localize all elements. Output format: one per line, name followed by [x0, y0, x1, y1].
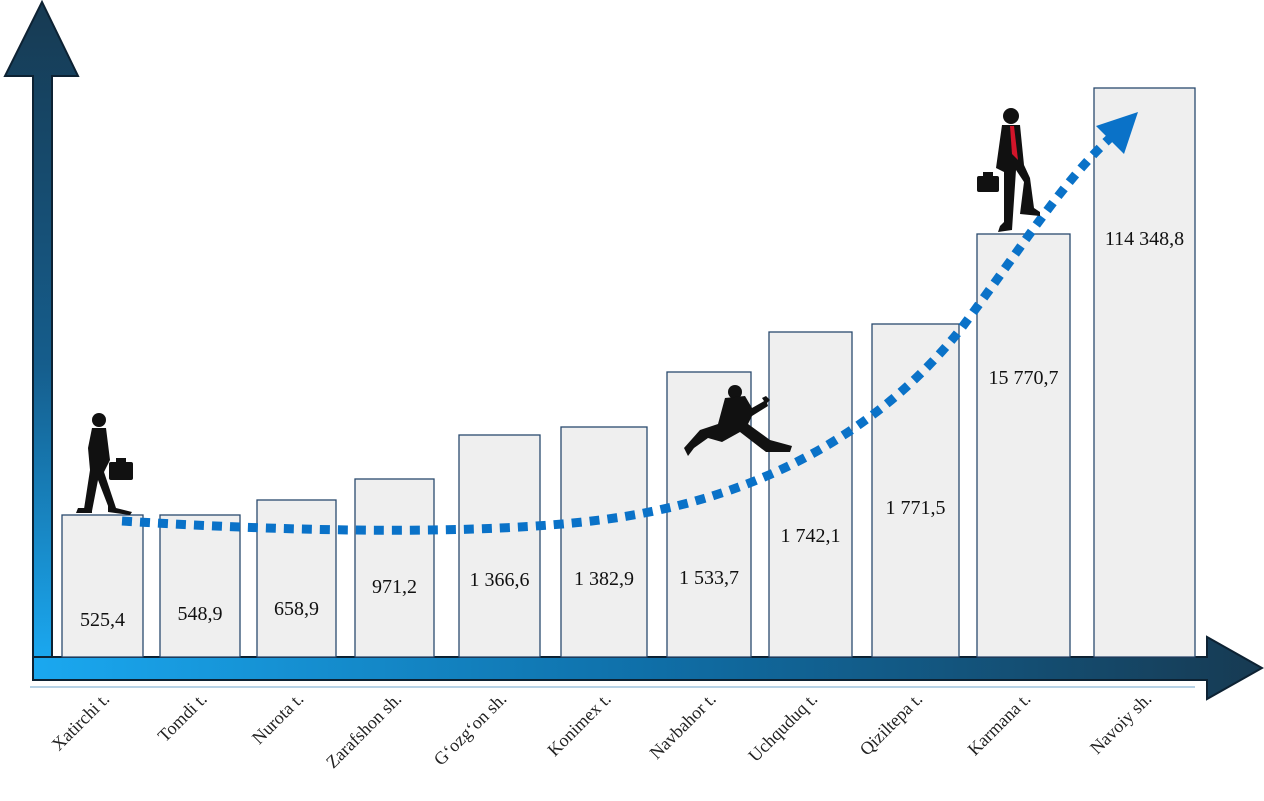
x-tick-label: Uchquduq t. [744, 689, 821, 766]
x-tick-label: Konimex t. [543, 689, 614, 760]
x-tick-label: Tomdi t. [154, 689, 211, 746]
data-label: 1 533,7 [679, 567, 739, 589]
data-label: 114 348,8 [1105, 228, 1184, 250]
data-label: 1 771,5 [886, 497, 946, 519]
trend-line [121, 134, 1114, 535]
walking-businessman-icon [76, 413, 133, 515]
bar-4 [354, 478, 435, 658]
data-label: 1 742,1 [781, 525, 841, 547]
x-tick-label: Navoiy sh. [1086, 689, 1155, 758]
data-label: 971,2 [372, 576, 417, 598]
bar-11 [1093, 87, 1196, 658]
bar-1 [61, 514, 144, 658]
x-tick-label: G‘ozg‘on sh. [430, 689, 511, 770]
bar-6 [560, 426, 648, 658]
x-tick-label: Qiziltepa t. [856, 689, 927, 760]
x-axis-arrow [32, 635, 1264, 701]
x-tick-label: Zarafshon sh. [322, 689, 405, 772]
value-labels: 525,4 548,9 658,9 971,2 1 366,6 1 382,9 1 533,… [80, 228, 1184, 631]
bar-2 [159, 514, 241, 658]
category-labels: Xatirchi t. Tomdi t. Nurota t. Zarafshon sh… [48, 689, 1156, 772]
x-tick-label: Navbahor t. [646, 689, 720, 763]
x-tick-label: Nurota t. [248, 689, 307, 748]
bar-10 [976, 233, 1071, 658]
data-label: 525,4 [80, 609, 125, 631]
bar-7 [666, 371, 752, 658]
bar-3 [256, 499, 337, 658]
bar-5 [458, 434, 541, 658]
climbing-businessman-icon [977, 108, 1040, 232]
x-tick-label: Karmana t. [964, 689, 1035, 760]
bar-8 [768, 331, 853, 658]
data-label: 1 382,9 [574, 568, 634, 590]
trend-arrow [121, 112, 1138, 535]
trend-arrowhead [1096, 112, 1138, 154]
data-label: 1 366,6 [470, 569, 530, 591]
leaping-businessman-icon [684, 385, 792, 456]
data-label: 548,9 [178, 603, 223, 625]
data-label: 15 770,7 [989, 367, 1059, 389]
x-tick-label: Xatirchi t. [48, 689, 114, 755]
data-label: 658,9 [274, 598, 319, 620]
